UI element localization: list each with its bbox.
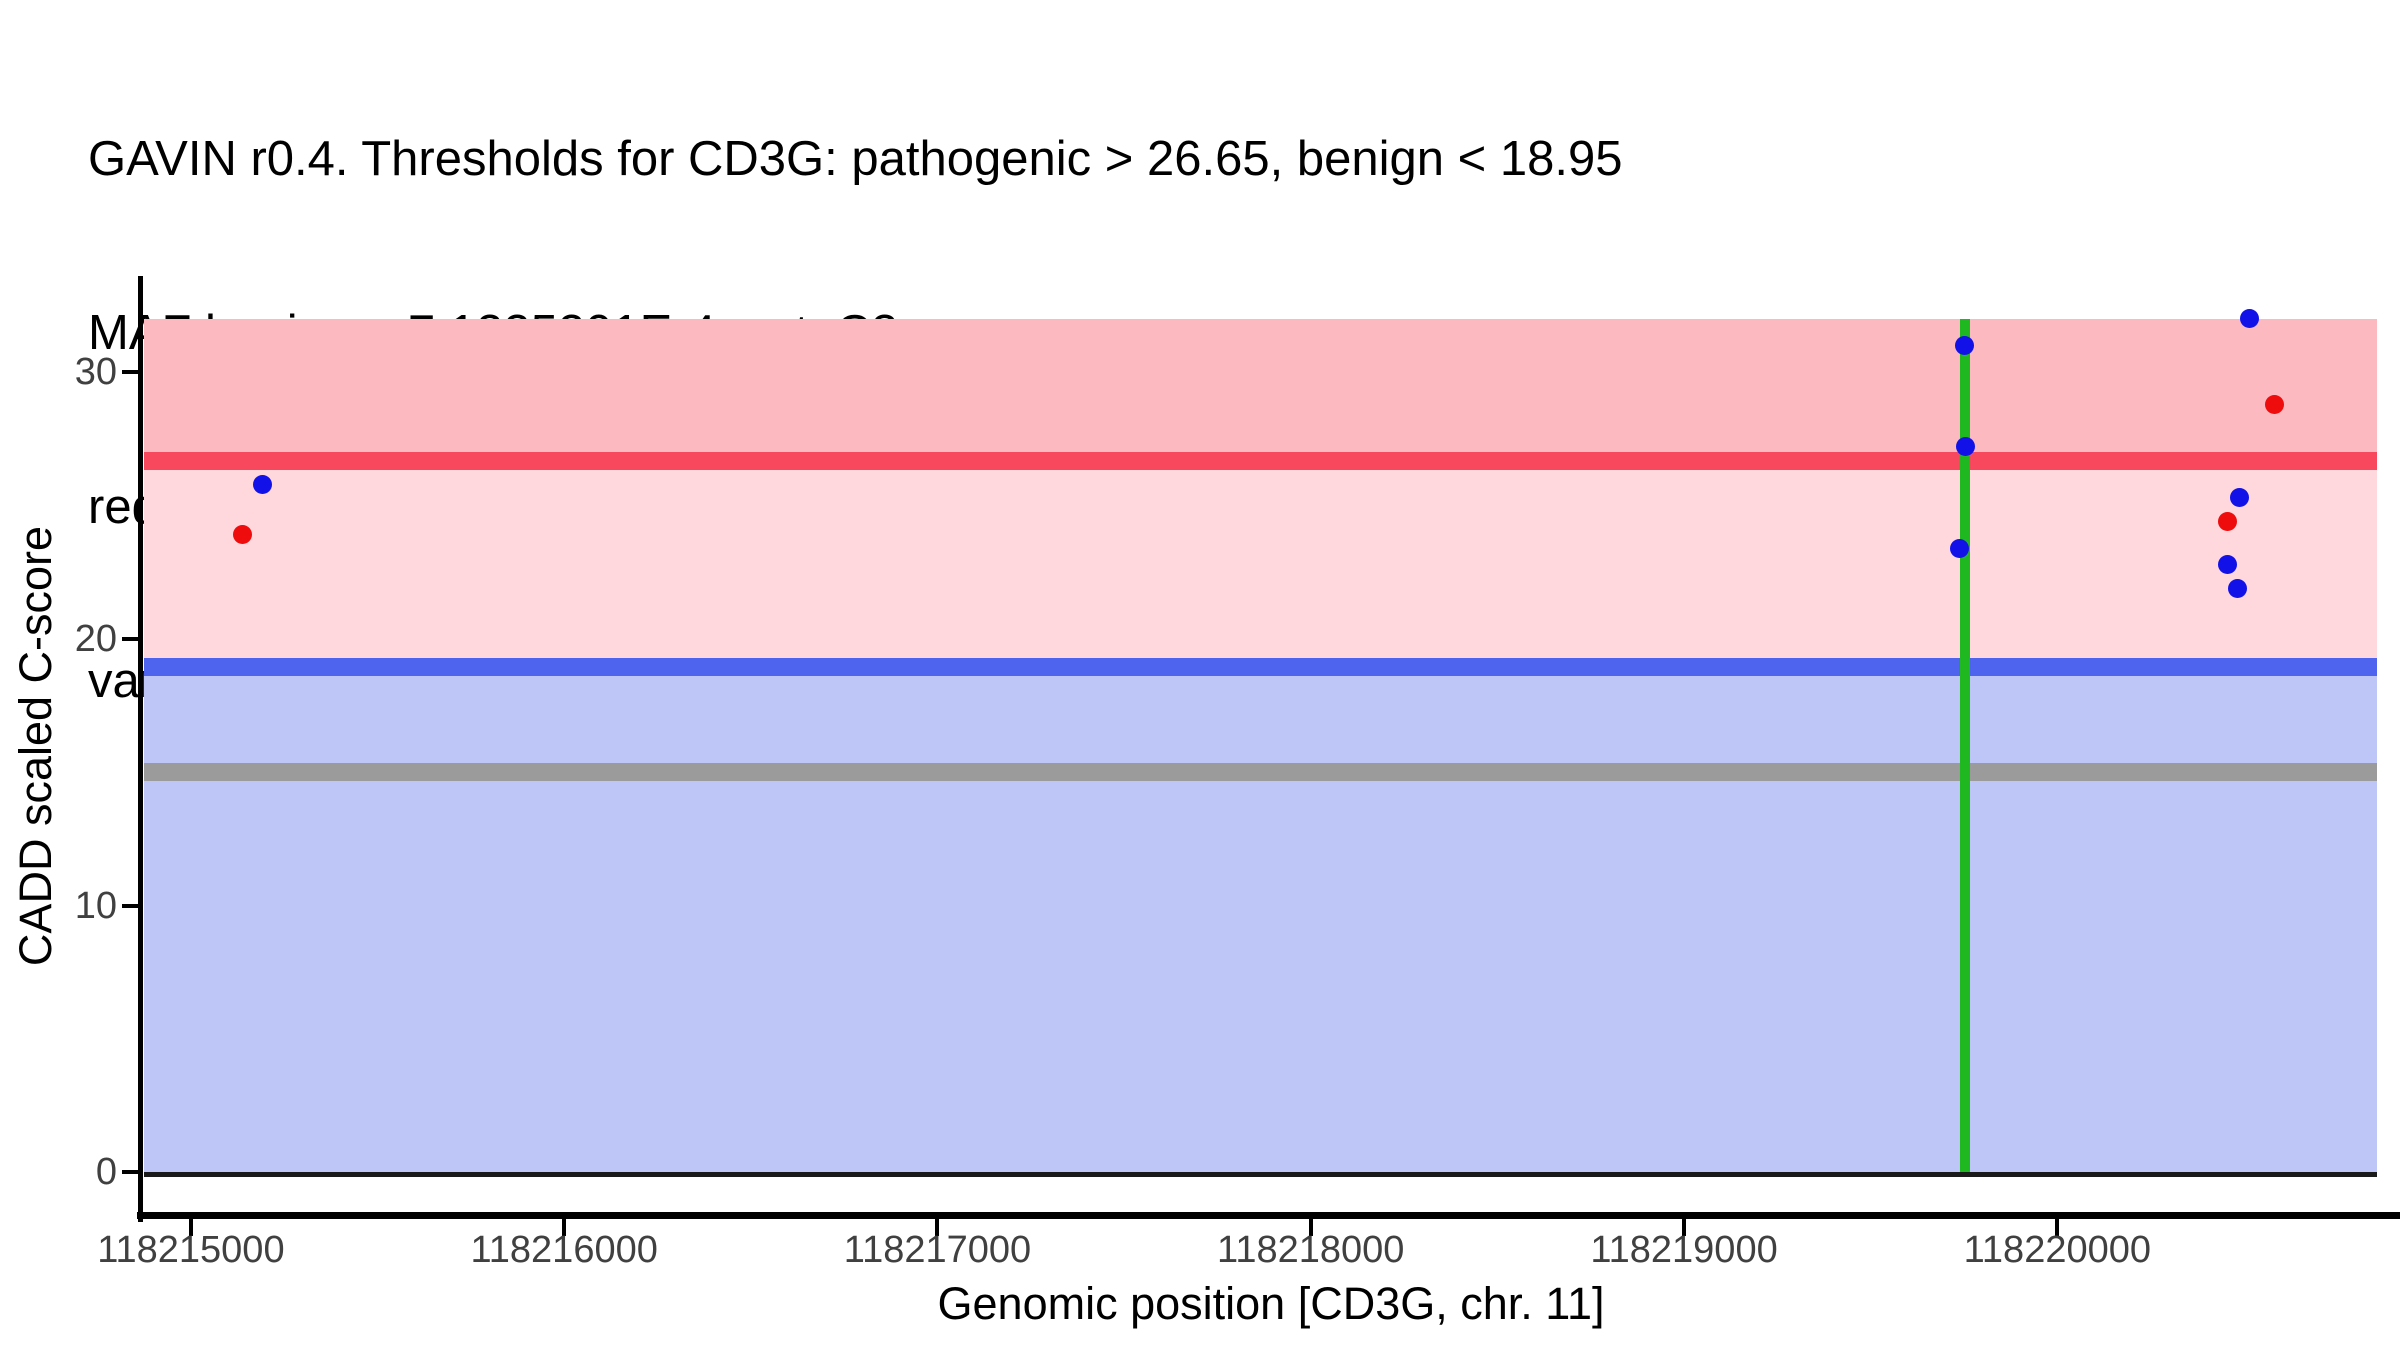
x-tick-label: 118216000	[470, 1229, 658, 1271]
data-point-clinvar	[232, 525, 252, 545]
data-point-gnomad	[253, 474, 273, 494]
data-point-gnomad	[2230, 487, 2250, 507]
x-axis-title: Genomic position [CD3G, chr. 11]	[937, 1278, 1605, 1329]
x-tick-mark	[188, 1219, 193, 1236]
y-tick-label: 0	[95, 1151, 117, 1194]
data-point-clinvar	[2265, 394, 2285, 414]
x-tick-mark	[1308, 1219, 1313, 1236]
data-point-gnomad	[1955, 335, 1975, 355]
x-tick-mark	[935, 1219, 940, 1236]
data-point-gnomad	[2240, 309, 2260, 329]
x-tick-label: 118217000	[843, 1229, 1032, 1271]
data-point-gnomad	[1950, 538, 1970, 558]
x-axis-line	[137, 1212, 2400, 1219]
band-above-pathogenic-region	[144, 318, 2378, 462]
x-tick-mark	[2055, 1219, 2060, 1236]
exon-marker	[1960, 318, 1971, 1173]
data-point-gnomad	[2228, 578, 2248, 598]
x-tick-mark	[1682, 1219, 1687, 1236]
x-tick-label: 118220000	[1963, 1229, 2151, 1271]
y-tick-mark	[122, 1170, 138, 1175]
y-tick-mark	[122, 903, 138, 908]
y-axis-line	[138, 276, 143, 1222]
zero-baseline	[144, 1172, 2378, 1178]
pathogenic-threshold-line	[144, 452, 2378, 471]
data-point-gnomad	[2218, 554, 2238, 574]
band-intermediate-region	[144, 461, 2378, 667]
data-point-clinvar	[2218, 511, 2238, 531]
x-tick-label: 118215000	[97, 1229, 285, 1271]
band-benign-region	[144, 666, 2378, 1173]
y-tick-label: 10	[74, 884, 117, 927]
data-point-gnomad	[1956, 437, 1976, 457]
x-tick-mark	[562, 1219, 567, 1236]
title-line-1: GAVIN r0.4. Thresholds for CD3G: pathoge…	[88, 132, 1623, 186]
fallback-threshold-line	[144, 763, 2378, 782]
y-axis-title: CADD scaled C-score	[10, 525, 61, 967]
y-tick-label: 30	[74, 351, 117, 394]
y-tick-mark	[122, 370, 138, 375]
benign-threshold-line	[144, 657, 2378, 676]
x-tick-label: 118218000	[1217, 1229, 1405, 1271]
y-tick-mark	[122, 636, 138, 641]
x-tick-label: 118219000	[1590, 1229, 1778, 1271]
y-tick-label: 20	[74, 617, 117, 660]
